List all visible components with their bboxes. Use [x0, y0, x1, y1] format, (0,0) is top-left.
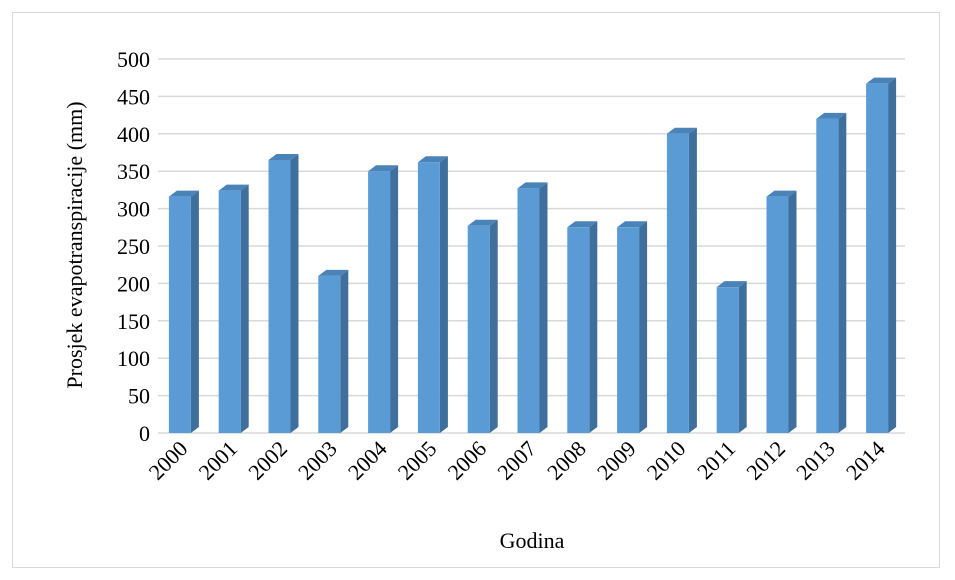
bar-side — [838, 112, 847, 433]
bar-2013 — [816, 112, 847, 433]
x-tick-label: 2006 — [442, 436, 491, 485]
bar-2010 — [666, 127, 697, 434]
y-tick-label: 300 — [117, 197, 150, 222]
bar-top — [567, 221, 598, 228]
bar-side — [688, 127, 697, 434]
y-tick-label: 200 — [117, 271, 150, 296]
y-tick-label: 100 — [117, 346, 150, 371]
bar-front — [467, 225, 490, 433]
x-tick-label: 2008 — [542, 436, 591, 485]
bar-2012 — [766, 190, 797, 433]
bar-2000 — [168, 190, 199, 433]
y-tick-labels: 0 50 100 150 200 250 300 350 400 450 500 — [117, 47, 150, 446]
y-tick-label: 150 — [117, 309, 150, 334]
x-tick-label: 2011 — [692, 436, 740, 484]
bar-side — [489, 219, 498, 433]
y-tick-label: 50 — [128, 384, 150, 409]
bar-front — [766, 196, 789, 433]
bars — [168, 77, 897, 434]
bar-front — [517, 188, 540, 433]
x-tick-label: 2009 — [592, 436, 641, 485]
x-tick-label: 2002 — [243, 436, 292, 485]
bar-top — [766, 190, 797, 197]
bar-front — [866, 83, 889, 434]
bar-2008 — [567, 221, 598, 433]
bar-2004 — [368, 165, 399, 433]
bar-top — [218, 184, 249, 191]
bar-front — [716, 287, 739, 433]
y-axis-title: Prosjek evapotranspiracije (mm) — [62, 101, 87, 388]
y-tick-label: 450 — [117, 84, 150, 109]
x-tick-label: 2005 — [393, 436, 442, 485]
x-tick-label: 2001 — [193, 436, 242, 485]
bar-top — [268, 153, 299, 160]
bar-top — [617, 221, 648, 228]
y-tick-label: 400 — [117, 122, 150, 147]
bar-2014 — [866, 77, 897, 434]
bar-side — [589, 221, 598, 433]
x-tick-label: 2010 — [642, 436, 691, 485]
bar-top — [866, 77, 897, 84]
x-tick-label: 2000 — [144, 436, 193, 485]
bar-top — [168, 190, 199, 197]
x-tick-label: 2012 — [741, 436, 790, 485]
y-tick-label: 0 — [139, 421, 150, 446]
y-tick-label: 350 — [117, 159, 150, 184]
x-axis-title: Godina — [500, 528, 565, 553]
bar-side — [888, 77, 897, 434]
x-tick-labels: 2000 2001 2002 2003 2004 2005 2006 2007 2008 2009… — [144, 436, 890, 485]
bar-side — [190, 190, 199, 433]
x-tick-label: 2003 — [293, 436, 342, 485]
bar-side — [290, 153, 299, 434]
bar-top — [666, 127, 697, 134]
bar-top — [716, 281, 747, 288]
bar-2003 — [318, 269, 349, 433]
bar-2007 — [517, 182, 548, 433]
x-tick-label: 2014 — [841, 436, 890, 485]
bar-2006 — [467, 219, 498, 433]
bar-front — [666, 133, 689, 434]
bar-top — [318, 269, 349, 276]
bar-side — [639, 221, 648, 433]
bar-front — [168, 196, 191, 433]
bar-2009 — [617, 221, 648, 433]
y-tick-label: 500 — [117, 47, 150, 72]
bar-top — [467, 219, 498, 226]
bar-front — [567, 227, 590, 433]
x-tick-label: 2004 — [343, 436, 392, 485]
bar-top — [368, 165, 399, 172]
bar-front — [368, 171, 391, 433]
bar-side — [439, 156, 448, 433]
bar-side — [539, 182, 548, 433]
bar-front — [218, 190, 241, 433]
bar-side — [390, 165, 399, 433]
bar-side — [738, 281, 747, 433]
bar-top — [417, 156, 448, 163]
bar-2002 — [268, 153, 299, 434]
bar-front — [417, 162, 440, 433]
bar-2011 — [716, 281, 747, 433]
bar-side — [240, 184, 249, 433]
bar-top — [816, 112, 847, 119]
bar-front — [617, 227, 640, 433]
bar-2001 — [218, 184, 249, 433]
bar-front — [268, 159, 291, 434]
y-tick-label: 250 — [117, 234, 150, 259]
bar-side — [340, 269, 349, 433]
bar-top — [517, 182, 548, 189]
x-tick-label: 2007 — [492, 436, 541, 485]
bar-2005 — [417, 156, 448, 433]
bar-front — [318, 275, 341, 433]
bar-side — [788, 190, 797, 433]
x-tick-label: 2013 — [791, 436, 840, 485]
bar-front — [816, 118, 839, 433]
